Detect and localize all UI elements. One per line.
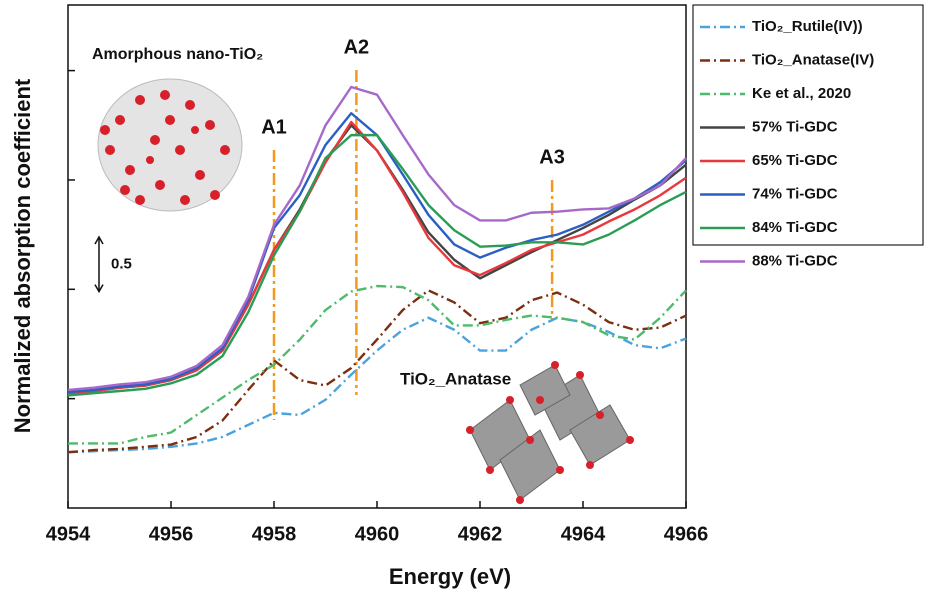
- marker-label: A2: [344, 36, 370, 58]
- legend-box: [692, 4, 924, 246]
- series-line: [67, 289, 687, 454]
- legend-label: TiO₂_Rutile(IV)): [752, 18, 863, 35]
- y-axis-label: Normalized absorption coefficient: [10, 78, 35, 433]
- legend-label: 84% Ti-GDC: [752, 219, 838, 236]
- marker-label: A1: [261, 116, 287, 138]
- x-tick-label: 4954: [46, 523, 91, 545]
- x-tick-label: 4964: [561, 523, 606, 545]
- series-line: [67, 133, 687, 397]
- x-tick-label: 4960: [355, 523, 400, 545]
- anatase-structure-image: [466, 361, 634, 504]
- annotation: Amorphous nano-TiO₂: [92, 46, 263, 63]
- legend-label: Ke et al., 2020: [752, 85, 851, 102]
- x-axis-label: Energy (eV): [389, 564, 511, 589]
- legend-label: 57% Ti-GDC: [752, 118, 838, 135]
- series-line: [67, 85, 687, 392]
- legend-label: TiO₂_Anatase(IV): [752, 51, 874, 68]
- annotation: TiO₂_Anatase: [400, 369, 511, 388]
- x-tick-label: 4962: [458, 523, 503, 545]
- marker-label: A3: [539, 146, 565, 168]
- x-tick-label: 4956: [149, 523, 194, 545]
- series-line: [68, 284, 687, 445]
- scale-bar-label: 0.5: [111, 255, 132, 272]
- x-tick-label: 4966: [664, 523, 709, 545]
- scale-bar-arrowheads: [94, 235, 104, 294]
- legend-label: 74% Ti-GDC: [752, 185, 838, 202]
- legend-label: 65% Ti-GDC: [752, 152, 838, 169]
- amorphous-structure-image: [97, 78, 243, 212]
- x-tick-label: 4958: [252, 523, 297, 545]
- legend-label: 88% Ti-GDC: [752, 252, 838, 269]
